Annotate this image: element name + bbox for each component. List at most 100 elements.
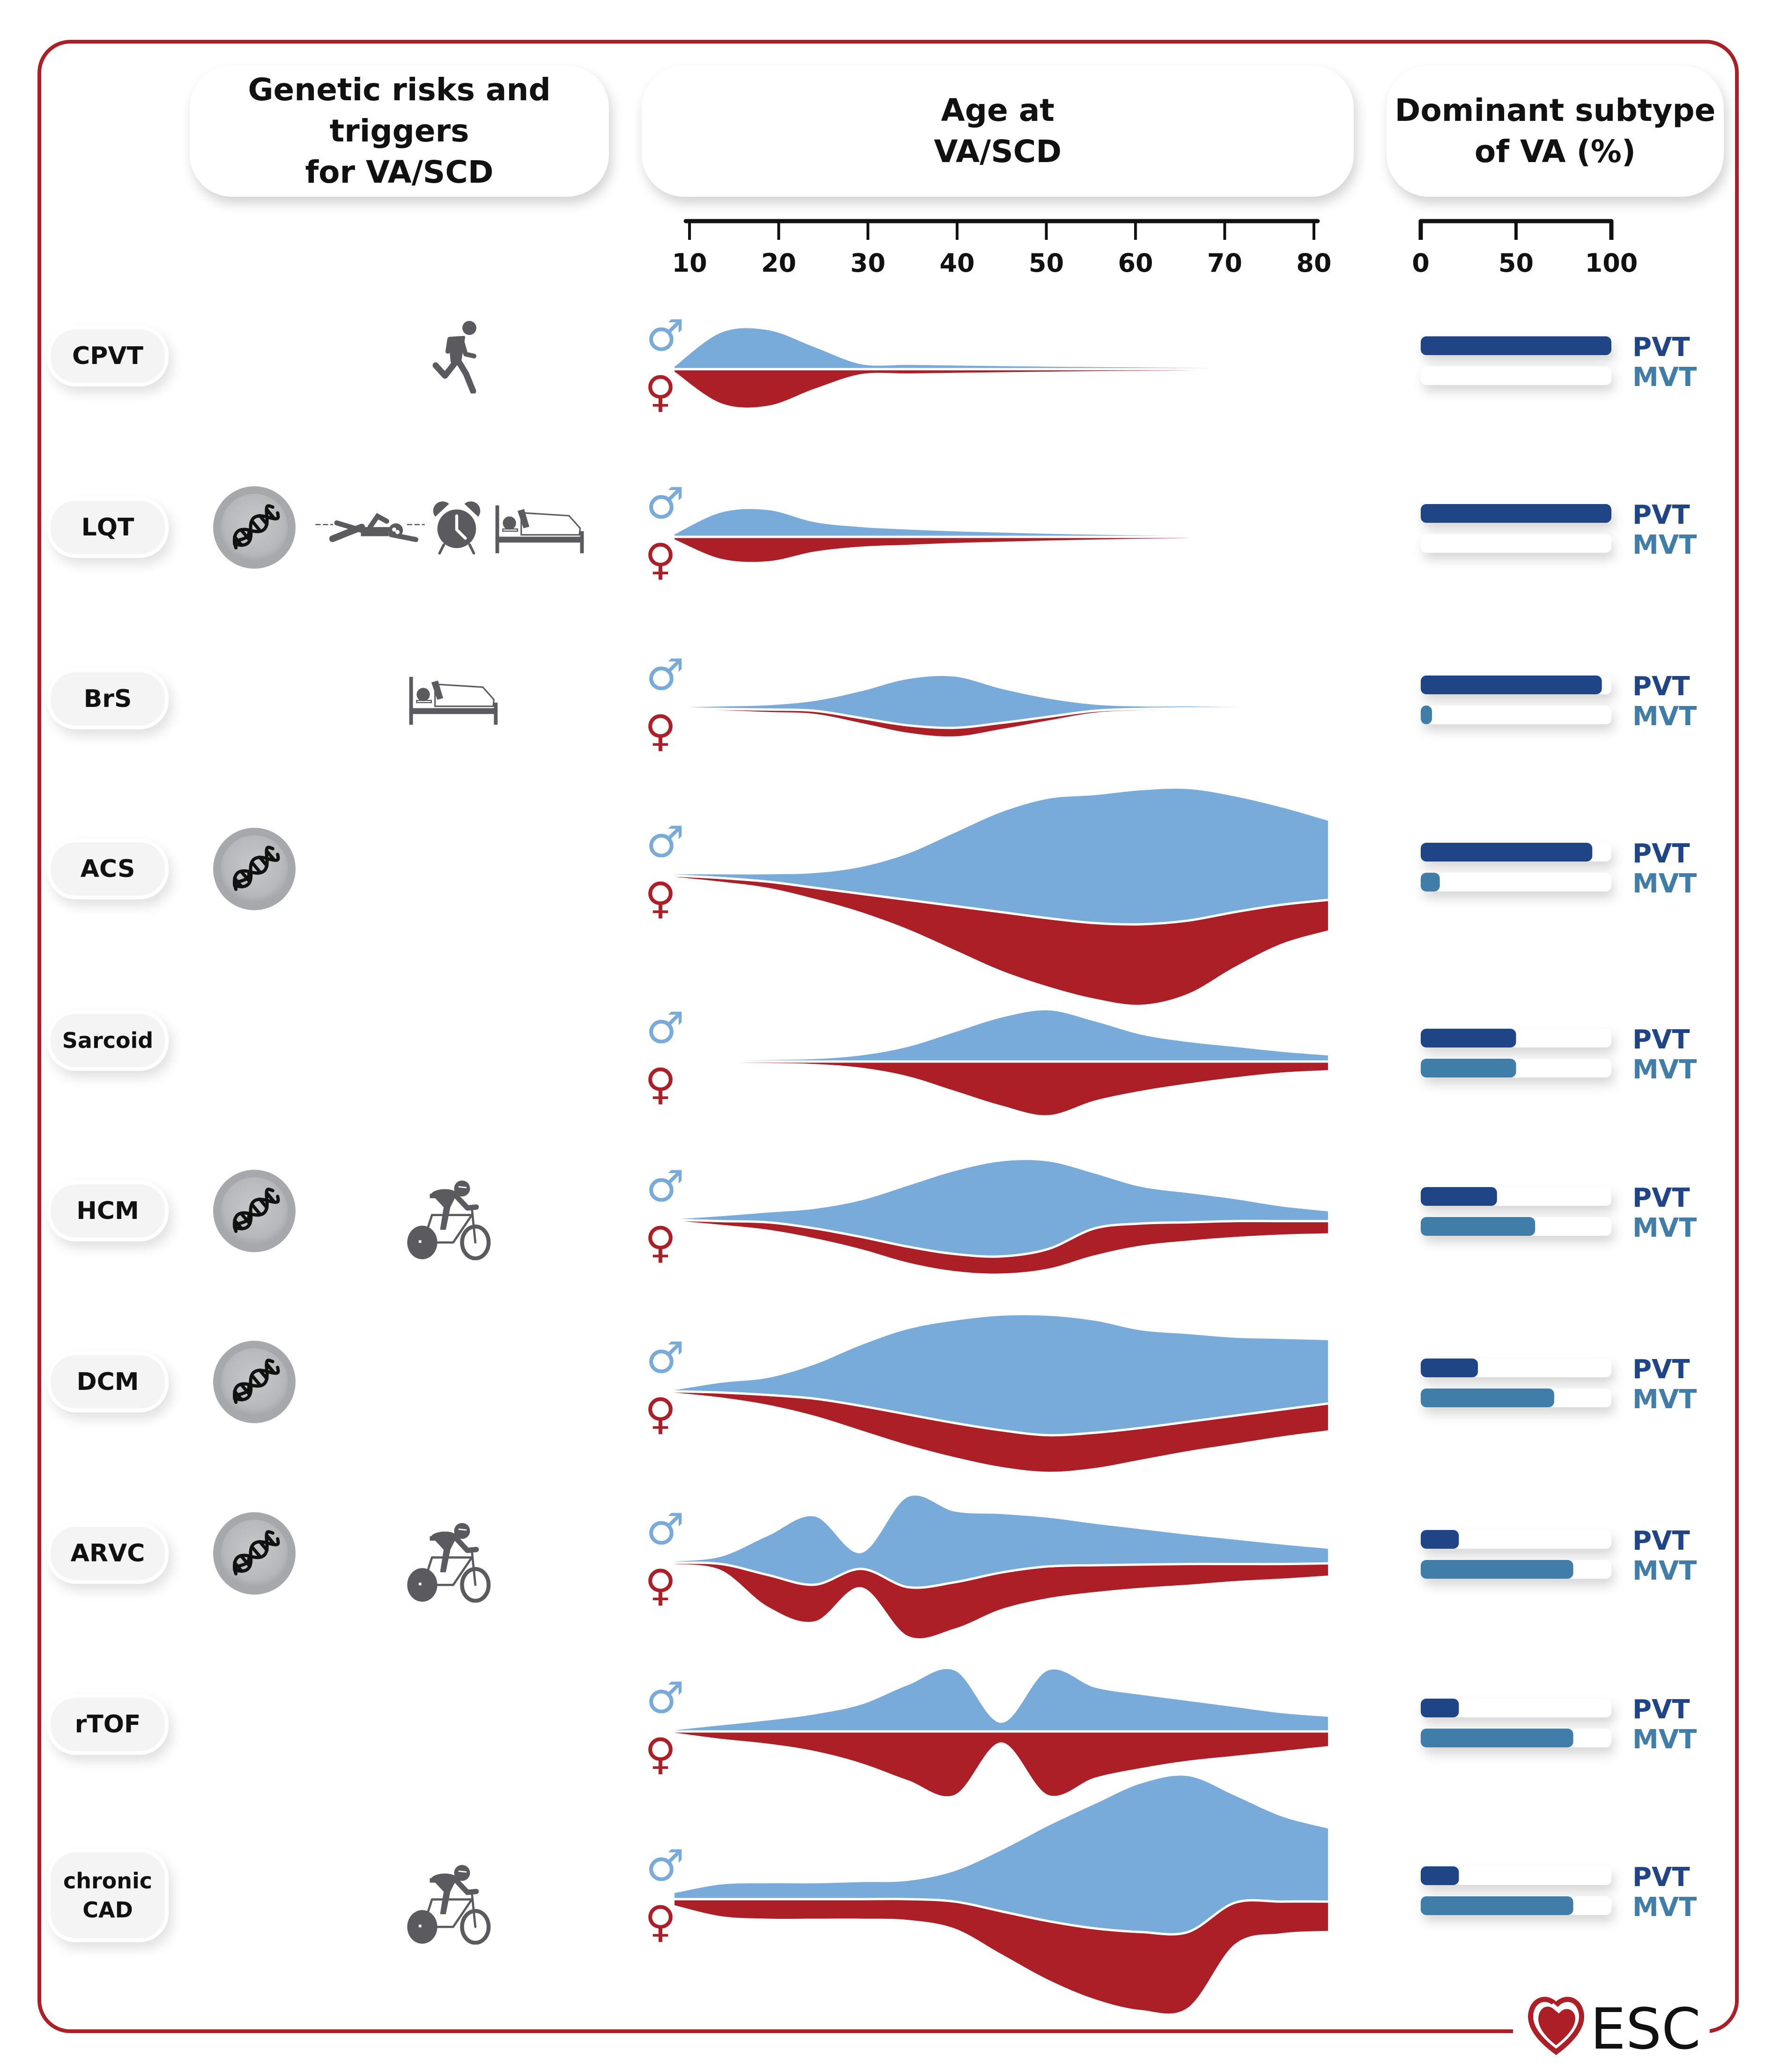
female-symbol-icon: ♀ — [645, 1059, 676, 1109]
mvt-label: MVT — [1632, 1213, 1697, 1243]
mvt-label: MVT — [1632, 530, 1697, 560]
cyclist-icon — [407, 1523, 489, 1602]
mvt-bar — [1421, 706, 1432, 724]
alarm-clock-icon — [433, 501, 480, 553]
condition-label-hcm: HCM — [47, 1181, 169, 1241]
mvt-bar-track — [1421, 534, 1611, 553]
male-density-area — [675, 788, 1328, 925]
condition-label-arvc: ARVC — [47, 1523, 169, 1584]
pvt-bar — [1421, 1029, 1516, 1047]
condition-label-text: CPVT — [72, 342, 143, 370]
mvt-label: MVT — [1632, 362, 1697, 393]
dna-icon — [213, 1341, 296, 1423]
condition-label-text: ARVC — [70, 1539, 145, 1567]
age-tick-label: 70 — [1207, 248, 1242, 278]
female-density-area — [675, 1562, 1328, 1639]
cyclist-icon — [407, 1865, 489, 1944]
condition-label-text: Sarcoid — [62, 1028, 154, 1053]
age-tick-label: 30 — [850, 248, 885, 278]
mvt-label: MVT — [1632, 1055, 1697, 1085]
mvt-label: MVT — [1632, 1892, 1697, 1923]
person-in-bed-icon — [409, 676, 498, 725]
header-age-line2: VA/SCD — [934, 134, 1062, 170]
pvt-bar — [1421, 1530, 1459, 1549]
header-subtype-line1: Dominant subtype — [1394, 92, 1716, 128]
female-symbol-icon: ♀ — [645, 873, 676, 923]
violin-row-rtof: ♂♀ — [645, 1669, 1328, 1797]
mvt-bar — [1421, 1896, 1573, 1915]
male-density-area — [675, 1669, 1328, 1731]
mvt-bar-track — [1421, 873, 1611, 891]
condition-label-brs: BrS — [47, 668, 169, 729]
mvt-label: MVT — [1632, 701, 1697, 732]
mvt-label: MVT — [1632, 1384, 1697, 1415]
header-age: Age at VA/SCD — [642, 66, 1354, 197]
condition-label-text: HCM — [76, 1197, 139, 1225]
mvt-bar — [1421, 1059, 1516, 1077]
female-density-area — [675, 369, 1328, 408]
female-density-area — [675, 1391, 1328, 1472]
female-symbol-icon: ♀ — [645, 1218, 676, 1268]
pvt-bar-track — [1421, 1530, 1611, 1549]
female-symbol-icon: ♀ — [645, 1729, 676, 1779]
violin-row-acs: ♂♀ — [645, 788, 1328, 1005]
condition-label-cpvt: CPVT — [47, 326, 169, 386]
condition-label-chronic-cad: chronic CAD — [47, 1849, 169, 1942]
pvt-bar — [1421, 843, 1593, 861]
mvt-bar-track — [1421, 366, 1611, 385]
age-tick-label: 10 — [672, 248, 707, 278]
violin-row-brs: ♂♀ — [645, 650, 1328, 756]
male-symbol-icon: ♂ — [646, 1673, 684, 1723]
dna-icon — [213, 486, 296, 569]
header-genetic-risks: Genetic risks and triggers for VA/SCD — [190, 66, 609, 197]
female-density-area — [675, 708, 1328, 737]
age-tick-label: 60 — [1118, 248, 1153, 278]
pvt-label: PVT — [1632, 1694, 1690, 1725]
va-axis: 0 50 100 — [1412, 219, 1638, 278]
female-symbol-icon: ♀ — [645, 535, 676, 585]
header-subtype: Dominant subtype of VA (%) — [1387, 66, 1724, 197]
dna-icon — [213, 1170, 296, 1252]
violin-row-chronic-cad: ♂♀ — [645, 1775, 1328, 2014]
condition-label-rtof: rTOF — [47, 1694, 169, 1755]
male-symbol-icon: ♂ — [646, 1003, 684, 1053]
pvt-bar-track — [1421, 1699, 1611, 1717]
condition-label-text: chronic — [63, 1868, 153, 1894]
pvt-label: PVT — [1632, 500, 1690, 530]
female-symbol-icon: ♀ — [645, 1897, 676, 1947]
trigger-icons — [213, 321, 584, 1944]
pvt-bar — [1421, 1699, 1459, 1717]
pvt-bar — [1421, 1866, 1459, 1885]
condition-label-text: rTOF — [74, 1710, 141, 1738]
header-age-line1: Age at — [941, 92, 1055, 128]
condition-label-dcm: DCM — [47, 1352, 169, 1412]
condition-label-text: ACS — [80, 855, 135, 883]
sex-boundary-line — [674, 1898, 1328, 1936]
pvt-label: PVT — [1632, 839, 1690, 869]
header-genetic-line1: Genetic risks and triggers — [248, 72, 551, 149]
esc-logo-text: ESC — [1590, 1997, 1701, 2062]
mvt-bar-track — [1421, 706, 1611, 724]
male-symbol-icon: ♂ — [646, 1504, 684, 1554]
pvt-label: PVT — [1632, 671, 1690, 702]
pvt-label: PVT — [1632, 1183, 1690, 1213]
pvt-label: PVT — [1632, 332, 1690, 363]
person-in-bed-icon — [495, 505, 584, 553]
pvt-bar — [1421, 336, 1611, 355]
female-density-area — [675, 876, 1328, 1005]
violin-row-dcm: ♂♀ — [645, 1315, 1328, 1472]
pvt-bar — [1421, 1359, 1478, 1377]
male-symbol-icon: ♂ — [646, 1841, 684, 1891]
va-tick-label: 100 — [1585, 248, 1638, 278]
mvt-bar — [1421, 873, 1440, 891]
condition-label-text: BrS — [83, 685, 132, 713]
male-density-area — [675, 676, 1328, 728]
dna-icon — [213, 828, 296, 910]
female-symbol-icon: ♀ — [645, 1389, 676, 1439]
condition-label-acs: ACS — [47, 839, 169, 899]
